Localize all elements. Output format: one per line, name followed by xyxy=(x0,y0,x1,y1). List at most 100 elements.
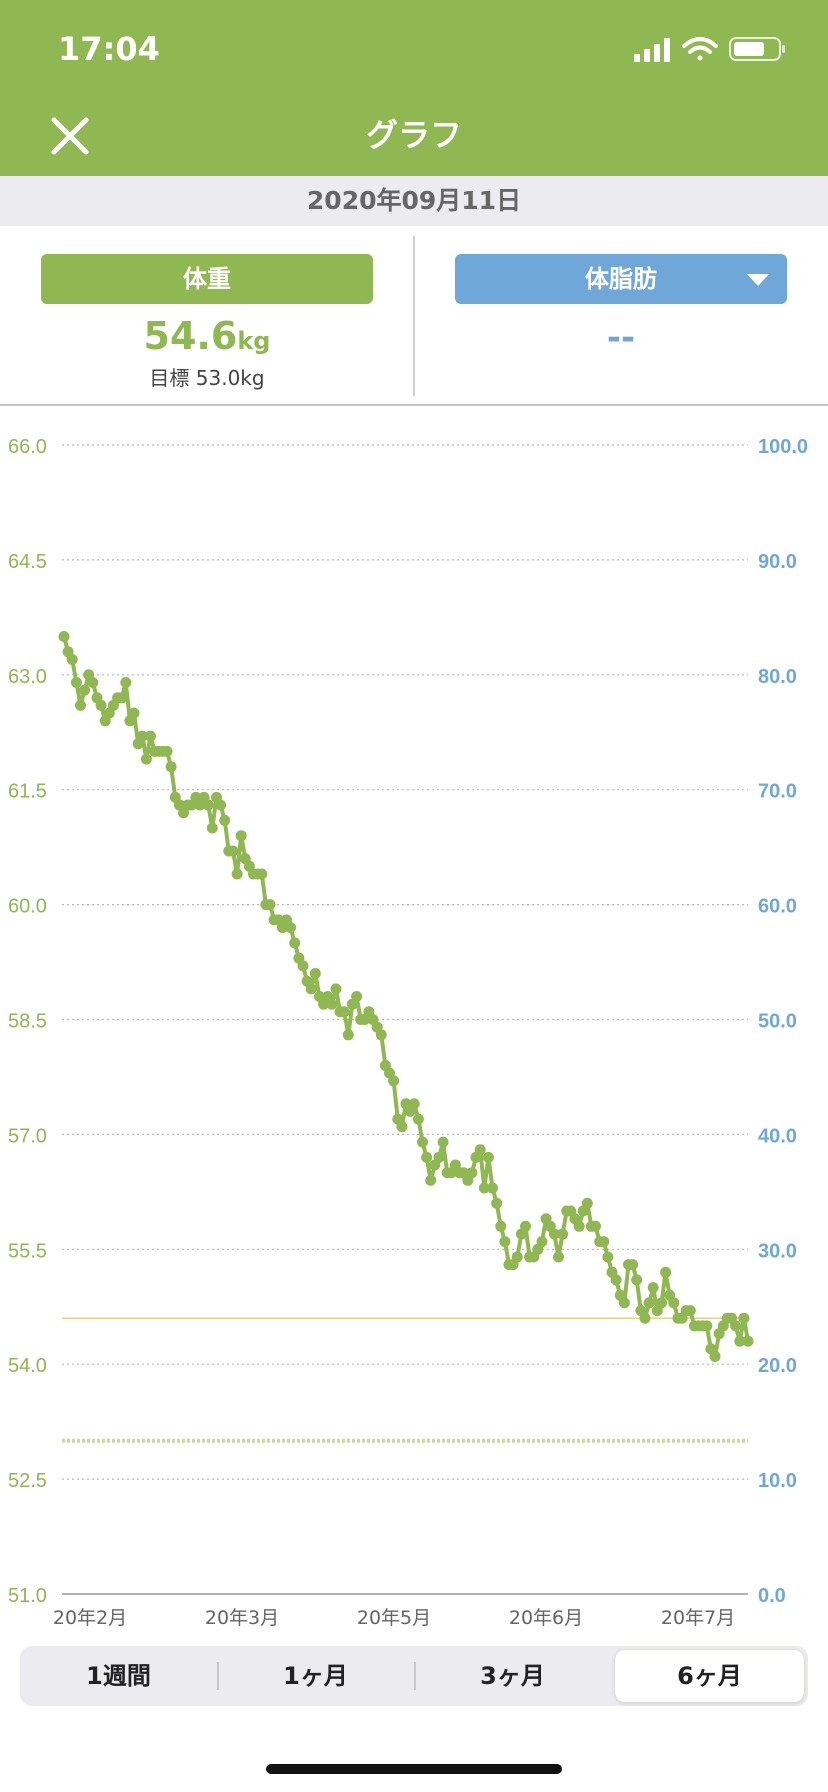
data-point xyxy=(684,1305,696,1317)
weight-unit: kg xyxy=(237,327,271,355)
data-point xyxy=(478,1182,490,1194)
data-point xyxy=(79,684,91,696)
data-point xyxy=(631,1274,643,1286)
period-tab[interactable]: 6ヶ月 xyxy=(615,1650,804,1702)
data-point xyxy=(116,692,128,704)
data-point xyxy=(590,1220,601,1232)
data-point xyxy=(256,868,268,880)
data-point xyxy=(668,1297,680,1309)
weight-series-line xyxy=(62,635,750,1359)
data-point xyxy=(408,1098,420,1110)
data-point xyxy=(87,677,99,688)
x-tick-label: 20年3月 xyxy=(205,1607,279,1626)
data-point xyxy=(738,1312,750,1324)
date-label: 2020年09月11日 xyxy=(0,176,828,226)
data-point xyxy=(730,1320,742,1332)
data-point xyxy=(297,960,309,972)
data-point xyxy=(647,1282,659,1294)
data-point xyxy=(66,654,78,665)
data-point xyxy=(656,1297,667,1309)
x-tick-label: 20年6月 xyxy=(509,1607,583,1626)
data-point xyxy=(520,1220,531,1232)
y-left-tick-label: 51.0 xyxy=(8,1585,47,1607)
data-point xyxy=(338,1006,350,1018)
data-point xyxy=(289,937,301,949)
data-point xyxy=(495,1220,507,1232)
data-point xyxy=(136,730,148,742)
data-point xyxy=(342,1029,354,1041)
y-right-tick-label: 100.0 xyxy=(758,436,808,458)
data-point xyxy=(396,1121,408,1133)
data-point xyxy=(602,1251,614,1263)
data-point xyxy=(351,991,363,1002)
data-point xyxy=(215,799,227,811)
weight-value: 54.6kg xyxy=(41,314,373,358)
data-point xyxy=(433,1151,445,1163)
x-tick-label: 20年2月 xyxy=(53,1607,127,1626)
y-right-tick-label: 30.0 xyxy=(758,1240,797,1262)
data-point xyxy=(610,1274,622,1286)
data-point xyxy=(709,1351,721,1362)
period-tab[interactable]: 3ヶ月 xyxy=(480,1662,545,1690)
data-point xyxy=(309,968,321,979)
y-right-tick-label: 0.0 xyxy=(758,1585,786,1607)
page-title: グラフ xyxy=(365,116,462,154)
y-left-tick-label: 61.5 xyxy=(8,781,47,803)
data-point xyxy=(330,983,342,995)
data-point xyxy=(598,1236,610,1248)
period-segmented-control: 1週間 1ヶ月 3ヶ月 6ヶ月 xyxy=(20,1646,808,1706)
y-left-tick-label: 58.5 xyxy=(8,1011,47,1033)
data-point xyxy=(95,699,107,711)
weight-number: 54.6 xyxy=(143,314,238,358)
goal-text: 目標 53.0kg xyxy=(149,366,265,390)
y-left-tick-label: 54.0 xyxy=(8,1355,47,1377)
y-left-tick-label: 60.0 xyxy=(8,896,47,918)
stats-panel: 体重 54.6kg 目標 53.0kg 体脂肪 -- xyxy=(0,226,828,406)
y-right-tick-label: 60.0 xyxy=(758,896,797,918)
data-point xyxy=(285,922,297,934)
data-point xyxy=(264,899,276,911)
y-left-tick-label: 55.5 xyxy=(8,1240,47,1262)
weight-tab-button[interactable]: 体重 xyxy=(41,254,373,304)
x-tick-label: 20年5月 xyxy=(357,1607,431,1626)
data-point xyxy=(499,1236,511,1248)
battery-icon xyxy=(729,37,785,61)
data-point xyxy=(425,1174,437,1186)
y-right-tick-label: 10.0 xyxy=(758,1470,797,1492)
data-point xyxy=(660,1266,672,1278)
y-left-tick-label: 52.5 xyxy=(8,1470,47,1492)
y-right-tick-label: 70.0 xyxy=(758,781,797,803)
data-point xyxy=(140,753,152,765)
period-tab[interactable]: 1ヶ月 xyxy=(283,1662,348,1690)
data-point xyxy=(227,845,239,857)
close-icon[interactable] xyxy=(42,108,98,164)
data-point xyxy=(557,1228,569,1240)
y-left-tick-label: 57.0 xyxy=(8,1125,47,1147)
data-point xyxy=(375,1029,387,1041)
data-point xyxy=(511,1251,523,1263)
y-right-tick-label: 20.0 xyxy=(758,1355,797,1377)
tab-separator xyxy=(217,1662,219,1690)
data-point xyxy=(326,998,338,1010)
data-point xyxy=(474,1144,486,1156)
period-tab[interactable]: 1週間 xyxy=(86,1662,151,1690)
data-point xyxy=(161,745,173,757)
wifi-icon xyxy=(682,37,718,61)
y-right-tick-label: 90.0 xyxy=(758,551,797,573)
body-fat-value: -- xyxy=(606,318,636,358)
data-point xyxy=(639,1312,651,1324)
data-point xyxy=(128,707,140,719)
data-point xyxy=(487,1182,498,1194)
data-point xyxy=(219,814,231,826)
tab-separator xyxy=(414,1662,416,1690)
data-point xyxy=(437,1136,449,1148)
body-fat-dropdown[interactable]: 体脂肪 xyxy=(455,254,787,304)
data-point xyxy=(618,1297,630,1309)
data-point xyxy=(581,1197,593,1209)
nav-header: 17:04 グラフ xyxy=(0,0,828,176)
data-point xyxy=(120,677,132,688)
weight-chart[interactable]: 66.0 100.0 64.5 90.0 63.0 80.0 61.5 70.0 60.0 60.… xyxy=(0,406,828,1626)
data-point xyxy=(742,1335,754,1347)
data-point xyxy=(548,1228,560,1240)
signal-icon xyxy=(634,38,670,62)
